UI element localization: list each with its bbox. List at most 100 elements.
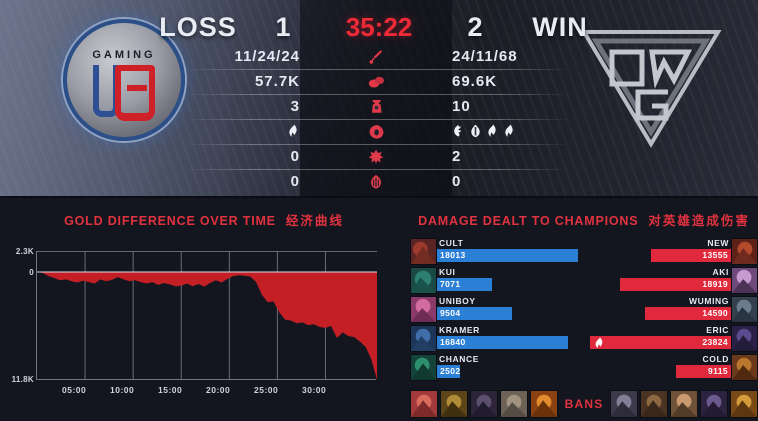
- stat-row-elder-dragon: 0 0: [0, 169, 758, 194]
- ban-portrait[interactable]: [610, 390, 638, 418]
- turret-icon: [352, 98, 400, 114]
- damage-value: 2502: [440, 366, 461, 376]
- ban-portrait[interactable]: [640, 390, 668, 418]
- champion-portrait: [410, 296, 437, 323]
- blue-team-damage-column: CULT 18013 KUI 7071 UNIB: [410, 238, 578, 383]
- damage-row[interactable]: AKI 18919: [590, 267, 758, 294]
- damage-bar: [437, 336, 569, 349]
- gold-chart-title: GOLD DIFFERENCE OVER TIME 经济曲线: [0, 198, 408, 229]
- drake-icon: [454, 124, 462, 137]
- stat-row-dragons: [0, 119, 758, 144]
- y-axis-label-min: 11.8K: [11, 375, 34, 384]
- left-turrets-value: 3: [290, 98, 300, 115]
- blue-team-bans: [410, 390, 558, 418]
- stat-row-baron: 0 2: [0, 144, 758, 169]
- ban-portrait[interactable]: [670, 390, 698, 418]
- right-gold-value: 69.6K: [452, 73, 498, 90]
- bans-label: BANS: [564, 397, 604, 411]
- right-result-label: WIN: [532, 11, 588, 42]
- player-name: COLD: [702, 354, 729, 364]
- gold-coins-icon: [352, 74, 400, 89]
- damage-row[interactable]: CHANCE 2502: [410, 354, 578, 381]
- damage-title-en: DAMAGE DEALT TO CHAMPIONS: [418, 214, 639, 228]
- ban-portrait[interactable]: [410, 390, 438, 418]
- right-baron-value: 2: [452, 148, 462, 165]
- damage-row[interactable]: ERIC 23824: [590, 325, 758, 352]
- ban-portrait[interactable]: [530, 390, 558, 418]
- champion-portrait: [731, 296, 758, 323]
- damage-value: 14590: [702, 308, 728, 318]
- gold-chart-title-en: GOLD DIFFERENCE OVER TIME: [64, 214, 276, 228]
- damage-row[interactable]: COLD 9115: [590, 354, 758, 381]
- damage-value: 9115: [707, 366, 728, 376]
- elder-dragon-icon: [352, 173, 400, 189]
- right-team-logo[interactable]: [576, 22, 726, 150]
- team-stats-table: 11/24/24 24/11/68 57.7K 69.6K 3 10: [0, 44, 758, 194]
- right-dragons-list: [452, 124, 574, 139]
- champion-portrait: [410, 238, 437, 265]
- left-dragons-list: [186, 124, 300, 139]
- left-score: 1: [275, 11, 291, 42]
- match-header: LOSS 1 35:22 2 WIN: [0, 6, 758, 48]
- player-name: ERIC: [706, 325, 729, 335]
- lower-section: GOLD DIFFERENCE OVER TIME 经济曲线 2.3K 0 11.…: [0, 196, 758, 419]
- red-team-damage-column: NEW 13555 AKI 18919 WUMI: [590, 238, 758, 383]
- left-team-shield-icon: [67, 63, 181, 125]
- drake-icon: [289, 124, 297, 137]
- damage-bar: [676, 365, 731, 378]
- damage-title-cn: 对英雄造成伤害: [648, 214, 750, 228]
- right-elder-value: 0: [452, 173, 462, 190]
- gold-chart-title-cn: 经济曲线: [285, 214, 344, 228]
- damage-row[interactable]: UNIBOY 9504: [410, 296, 578, 323]
- champion-portrait: [410, 354, 437, 381]
- champion-portrait: [731, 238, 758, 265]
- champion-portrait: [410, 267, 437, 294]
- x-axis-tick-3000: 30:00: [302, 385, 327, 395]
- ban-portrait[interactable]: [440, 390, 468, 418]
- x-axis-tick-2500: 25:00: [254, 385, 279, 395]
- player-name: KUI: [439, 267, 456, 277]
- ban-portrait[interactable]: [500, 390, 528, 418]
- champion-portrait: [731, 325, 758, 352]
- gold-difference-panel: GOLD DIFFERENCE OVER TIME 经济曲线 2.3K 0 11.…: [0, 198, 408, 421]
- damage-row[interactable]: NEW 13555: [590, 238, 758, 265]
- player-name: NEW: [707, 238, 729, 248]
- ban-portrait[interactable]: [730, 390, 758, 418]
- damage-row[interactable]: CULT 18013: [410, 238, 578, 265]
- damage-rows: CULT 18013 KUI 7071 UNIB: [410, 238, 758, 383]
- y-axis-label-zero: 0: [29, 268, 34, 277]
- right-score: 2: [467, 11, 483, 42]
- top-damage-flame-icon: [593, 336, 606, 349]
- damage-value: 13555: [702, 250, 728, 260]
- ban-portrait[interactable]: [700, 390, 728, 418]
- bans-section: BANS: [410, 389, 758, 419]
- scoreboard-panel: GAMING LOSS 1 35:22 2 WIN 11/24/24: [0, 0, 758, 196]
- damage-bar: [437, 307, 512, 320]
- player-name: AKI: [712, 267, 729, 277]
- player-name: CULT: [439, 238, 464, 248]
- red-team-bans: [610, 390, 758, 418]
- damage-value: 23824: [702, 337, 728, 347]
- damage-panel-title: DAMAGE DEALT TO CHAMPIONS 对英雄造成伤害: [410, 198, 758, 229]
- x-axis-tick-2000: 20:00: [206, 385, 231, 395]
- damage-bar: [650, 249, 731, 262]
- x-axis-tick-0500: 05:00: [62, 385, 87, 395]
- damage-bar: [437, 278, 492, 291]
- damage-value: 7071: [440, 279, 461, 289]
- damage-row[interactable]: KUI 7071: [410, 267, 578, 294]
- damage-bar: [645, 307, 731, 320]
- match-timer: 35:22: [345, 11, 413, 42]
- left-team-logo[interactable]: GAMING: [63, 19, 185, 141]
- damage-row[interactable]: WUMING 14590: [590, 296, 758, 323]
- sword-icon: [352, 48, 400, 64]
- left-result-label: LOSS: [159, 11, 237, 42]
- y-axis-label-max: 2.3K: [15, 247, 34, 256]
- damage-bar: [590, 336, 731, 349]
- damage-row[interactable]: KRAMER 16840: [410, 325, 578, 352]
- stat-row-gold: 57.7K 69.6K: [0, 69, 758, 94]
- damage-value: 16840: [440, 337, 466, 347]
- left-kda-value: 11/24/24: [234, 48, 300, 65]
- x-axis-tick-1500: 15:00: [158, 385, 183, 395]
- ban-portrait[interactable]: [470, 390, 498, 418]
- left-team-logo-text: GAMING: [92, 49, 156, 61]
